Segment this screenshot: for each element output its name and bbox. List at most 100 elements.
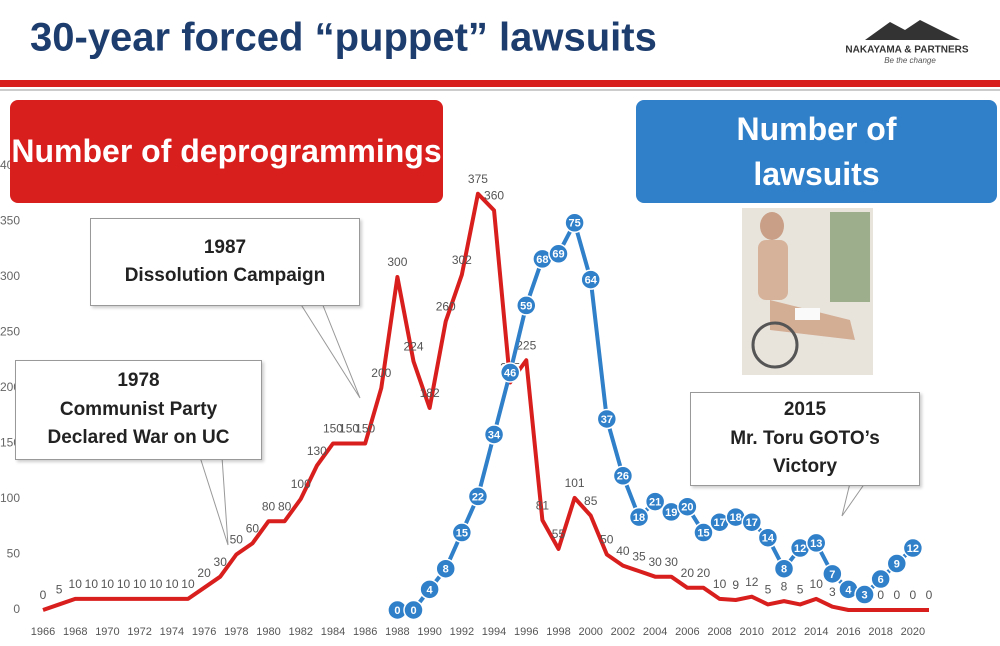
logo-mountain xyxy=(865,20,960,40)
data-label: 20 xyxy=(697,566,711,580)
data-label: 300 xyxy=(387,255,407,269)
data-label: 40 xyxy=(616,544,630,558)
data-label: 4 xyxy=(845,584,852,596)
point xyxy=(467,486,489,507)
data-label: 10 xyxy=(85,577,99,591)
data-label: 150 xyxy=(323,422,343,436)
point xyxy=(757,527,779,548)
data-label: 85 xyxy=(584,494,598,508)
data-label: 37 xyxy=(601,414,613,426)
y-tick-label: 0 xyxy=(13,602,20,616)
callout-pointers xyxy=(199,302,866,546)
data-label: 64 xyxy=(585,274,598,286)
x-tick-label: 1972 xyxy=(127,626,151,638)
callout-line: 2015 xyxy=(783,399,827,421)
data-label: 3 xyxy=(862,589,868,601)
x-tick-label: 2016 xyxy=(836,626,860,638)
point xyxy=(403,599,424,621)
callout-line: 1978 xyxy=(117,370,160,392)
data-label: 360 xyxy=(484,189,504,203)
point xyxy=(854,584,875,605)
data-label: 20 xyxy=(197,566,211,580)
data-label: 19 xyxy=(665,507,677,519)
x-tick-label: 2008 xyxy=(707,626,731,638)
data-label: 10 xyxy=(810,577,824,591)
legend-deprogrammings: Number of deprogrammings xyxy=(10,100,443,203)
x-tick-label: 1974 xyxy=(160,626,184,638)
data-label: 10 xyxy=(713,577,727,591)
y-tick-label: 250 xyxy=(0,325,20,339)
data-label: 15 xyxy=(456,527,468,539)
data-label: 17 xyxy=(746,517,758,529)
data-label: 12 xyxy=(794,543,806,555)
data-label: 10 xyxy=(133,577,147,591)
point xyxy=(516,295,537,316)
data-label: 200 xyxy=(371,366,391,380)
data-label: 375 xyxy=(468,172,488,186)
callout-line: Dissolution Campaign xyxy=(124,265,326,286)
y-tick-label: 50 xyxy=(7,547,21,561)
y-tick-label: 100 xyxy=(0,491,20,505)
data-label: 10 xyxy=(117,577,131,591)
x-tick-label: 1976 xyxy=(192,626,216,638)
data-label: 12 xyxy=(907,543,919,555)
data-label: 225 xyxy=(516,338,536,352)
x-tick-label: 1998 xyxy=(546,626,570,638)
data-label: 5 xyxy=(56,583,63,597)
x-tick-label: 1994 xyxy=(482,626,506,638)
point xyxy=(628,506,650,528)
data-label: 12 xyxy=(745,575,759,589)
point xyxy=(693,522,714,543)
data-label: 10 xyxy=(181,577,195,591)
x-tick-label: 2002 xyxy=(611,626,635,638)
data-label: 69 xyxy=(552,249,564,261)
data-label: 10 xyxy=(69,577,83,591)
callout-line: 1987 xyxy=(203,236,247,258)
data-label: 59 xyxy=(520,300,532,312)
data-label: 0 xyxy=(893,588,900,602)
point xyxy=(596,408,618,430)
point xyxy=(612,465,634,487)
callout-line: Victory xyxy=(772,456,838,478)
data-label: 182 xyxy=(420,386,440,400)
data-label: 224 xyxy=(403,340,423,354)
x-tick-label: 1996 xyxy=(514,626,538,638)
x-tick-label: 1992 xyxy=(450,626,474,638)
data-label: 10 xyxy=(149,577,163,591)
data-label: 60 xyxy=(246,522,260,536)
series-line xyxy=(42,191,929,612)
data-label: 21 xyxy=(649,496,661,508)
x-tick-label: 1978 xyxy=(224,626,248,638)
data-label: 8 xyxy=(443,564,449,576)
x-tick-label: 1980 xyxy=(256,626,280,638)
data-label: 30 xyxy=(214,555,228,569)
data-label: 81 xyxy=(536,498,550,512)
data-label: 10 xyxy=(165,577,179,591)
point xyxy=(419,579,440,600)
data-label: 0 xyxy=(394,605,400,617)
logo-tagline: Be the change xyxy=(884,56,936,65)
data-label: 22 xyxy=(472,491,484,503)
data-label: 8 xyxy=(781,564,787,576)
data-label: 302 xyxy=(452,253,472,267)
x-tick-label: 2000 xyxy=(578,626,602,638)
data-label: 3 xyxy=(829,585,836,599)
data-label: 6 xyxy=(878,574,884,586)
photo xyxy=(742,208,873,375)
data-label: 7 xyxy=(829,569,835,581)
data-label: 100 xyxy=(291,477,311,491)
data-label: 55 xyxy=(552,527,566,541)
point xyxy=(870,568,891,590)
x-tick-label: 1970 xyxy=(95,626,119,638)
data-label: 150 xyxy=(339,422,359,436)
point xyxy=(451,522,473,543)
data-label: 50 xyxy=(230,533,244,547)
data-label: 30 xyxy=(665,555,679,569)
point xyxy=(564,212,585,234)
data-label: 130 xyxy=(307,444,327,458)
data-label: 150 xyxy=(355,422,375,436)
data-label: 35 xyxy=(632,549,646,563)
data-label: 68 xyxy=(536,254,548,266)
